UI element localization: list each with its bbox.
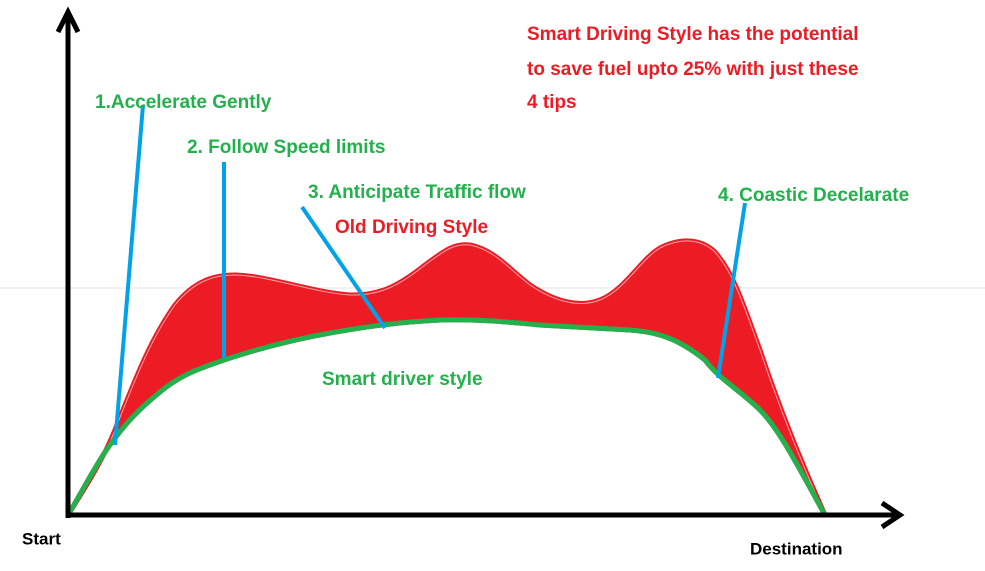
axis-label: Destination	[750, 539, 843, 558]
pointer	[113, 104, 145, 446]
smart-style-curve	[65, 317, 828, 517]
curve-label: Old Driving Style	[335, 217, 488, 238]
x-arrow	[880, 500, 905, 530]
axis-label: Start	[22, 529, 61, 548]
note: Smart Driving Style has the potential	[527, 24, 859, 45]
note: to save fuel upto 25% with just these	[527, 59, 859, 80]
curve-label: Smart driver style	[322, 369, 483, 390]
tip: 2. Follow Speed limits	[187, 137, 385, 158]
axes	[55, 6, 905, 530]
pointer	[716, 202, 747, 379]
note: 4 tips	[527, 92, 577, 113]
tip: 3. Anticipate Traffic flow	[308, 182, 526, 203]
tip: 1.Accelerate Gently	[95, 92, 272, 113]
pointer	[300, 205, 387, 330]
y-arrow	[55, 6, 81, 34]
tip: 4. Coastic Decelarate	[718, 185, 909, 206]
pointers	[113, 104, 747, 446]
